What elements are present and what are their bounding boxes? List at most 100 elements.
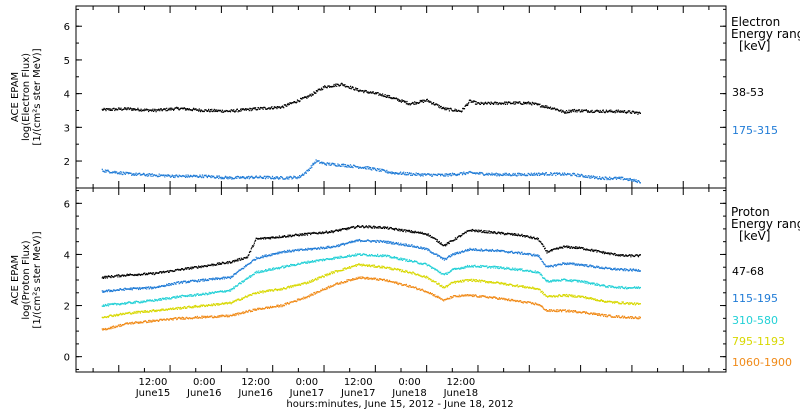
- proton-data-point: [493, 231, 495, 233]
- proton-data-point: [417, 246, 419, 248]
- proton-data-point: [389, 268, 391, 270]
- electron-data-point: [316, 90, 318, 93]
- proton-data-point: [128, 274, 130, 276]
- proton-data-point: [233, 261, 235, 263]
- proton-data-point: [534, 270, 536, 272]
- proton-data-point: [261, 290, 264, 292]
- electron-data-point: [285, 104, 287, 106]
- proton-data-point: [332, 271, 334, 273]
- electron-data-point: [231, 109, 233, 111]
- proton-data-point: [404, 271, 406, 273]
- electron-legend-entry: 175-315: [732, 124, 778, 137]
- proton-data-point: [480, 266, 482, 268]
- proton-data-point: [301, 233, 304, 235]
- electron-data-point: [629, 179, 631, 181]
- electron-data-point: [347, 166, 349, 168]
- proton-data-point: [318, 247, 320, 249]
- electron-data-point: [400, 100, 402, 102]
- proton-data-point: [129, 311, 131, 314]
- proton-data-point: [607, 267, 609, 269]
- proton-data-point: [382, 254, 384, 256]
- proton-data-point: [122, 274, 124, 276]
- proton-data-point: [382, 226, 384, 228]
- proton-data-point: [203, 304, 205, 306]
- proton-data-point: [290, 286, 292, 289]
- proton-data-point: [565, 280, 567, 282]
- electron-data-point: [440, 175, 442, 177]
- proton-data-point: [423, 247, 425, 249]
- proton-data-point: [527, 235, 529, 237]
- electron-data-point: [273, 177, 275, 179]
- electron-data-point: [609, 109, 611, 112]
- proton-data-point: [549, 266, 551, 268]
- electron-data-point: [602, 176, 604, 179]
- electron-data-point: [367, 92, 369, 94]
- proton-data-point: [596, 284, 599, 286]
- electron-data-point: [589, 175, 591, 178]
- electron-data-point: [295, 177, 297, 179]
- electron-data-point: [587, 111, 589, 113]
- electron-data-point: [145, 109, 147, 111]
- electron-data-point: [221, 109, 223, 111]
- proton-data-point: [107, 303, 109, 305]
- proton-data-point: [567, 280, 570, 282]
- proton-data-point: [122, 275, 125, 277]
- electron-data-point: [453, 110, 456, 112]
- proton-data-point: [348, 242, 350, 244]
- proton-data-point: [468, 249, 470, 251]
- proton-data-point: [552, 266, 554, 268]
- electron-data-point: [636, 180, 638, 183]
- proton-data-point: [354, 255, 356, 257]
- proton-data-point: [161, 309, 163, 311]
- proton-data-point: [492, 231, 494, 233]
- electron-data-point: [440, 105, 442, 108]
- proton-data-point: [461, 234, 463, 237]
- proton-data-point: [555, 280, 557, 282]
- electron-data-point: [464, 172, 466, 175]
- electron-data-point: [546, 107, 548, 109]
- proton-data-point: [469, 247, 471, 250]
- proton-data-point: [308, 282, 310, 284]
- proton-data-point: [602, 285, 604, 287]
- proton-data-point: [396, 258, 398, 260]
- proton-data-point: [563, 245, 565, 247]
- proton-data-point: [127, 288, 130, 290]
- electron-data-point: [525, 174, 527, 177]
- proton-data-point: [156, 286, 158, 288]
- electron-data-point: [600, 178, 602, 180]
- electron-data-point: [109, 108, 111, 110]
- electron-data-point: [314, 161, 316, 163]
- electron-data-point: [139, 174, 141, 176]
- proton-data-point: [258, 270, 260, 272]
- electron-data-point: [615, 178, 618, 180]
- proton-data-point: [171, 308, 173, 311]
- proton-data-point: [199, 280, 201, 282]
- electron-data-point: [221, 177, 223, 180]
- electron-data-point: [622, 179, 624, 181]
- electron-data-point: [387, 96, 389, 98]
- proton-data-point: [219, 290, 222, 292]
- proton-data-point: [154, 309, 157, 312]
- proton-data-point: [221, 291, 223, 293]
- proton-data-point: [388, 255, 391, 257]
- proton-data-point: [359, 253, 361, 255]
- proton-data-point: [555, 248, 557, 250]
- proton-data-point: [405, 269, 407, 272]
- electron-data-point: [503, 174, 505, 176]
- electron-data-point: [131, 108, 133, 110]
- proton-data-point: [589, 282, 591, 284]
- electron-data-point: [524, 101, 526, 104]
- proton-data-point: [316, 248, 318, 250]
- proton-data-point: [305, 283, 307, 285]
- electron-data-point: [378, 170, 380, 172]
- proton-data-point: [266, 290, 269, 292]
- proton-data-point: [314, 232, 316, 234]
- proton-data-point: [465, 232, 467, 234]
- proton-data-point: [485, 248, 487, 251]
- electron-data-point: [392, 97, 394, 99]
- electron-data-point: [176, 175, 178, 177]
- electron-data-point: [571, 109, 573, 112]
- electron-data-point: [509, 101, 511, 103]
- proton-data-point: [242, 258, 244, 260]
- proton-data-point: [382, 265, 384, 268]
